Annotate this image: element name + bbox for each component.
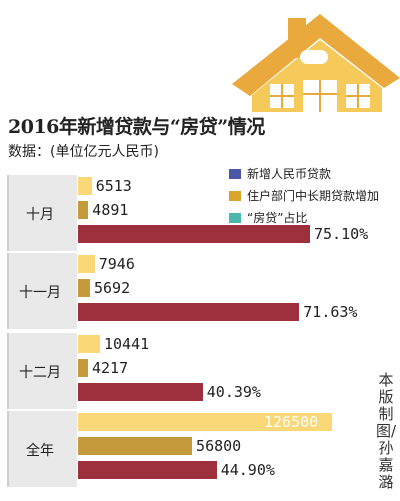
data-label-household-loans: 5692 (93, 279, 131, 297)
legend-swatch-share (229, 213, 241, 223)
legend-label-household-loans: 住户部门中长期贷款增加 (247, 189, 380, 203)
category-panel (7, 175, 77, 251)
category-label: 十一月 (19, 285, 61, 301)
data-label-share: 75.10% (314, 225, 369, 243)
bar-share (78, 383, 203, 401)
category-panel (7, 411, 77, 487)
chart-title: 2016年新增贷款与“房贷”情况 (8, 116, 265, 138)
chart-subtitle: 数据：(单位亿元人民币) (8, 144, 159, 160)
data-label-household-loans: 4217 (92, 359, 129, 377)
data-label-share: 44.90% (220, 461, 275, 479)
legend-label-new-loans: 新增人民币贷款 (247, 167, 332, 181)
legend-swatch-household-loans (229, 191, 241, 201)
house-roof (232, 14, 400, 96)
data-label-new-loans: 126500 (264, 413, 319, 431)
data-label-household-loans: 4891 (92, 201, 129, 219)
legend-swatch-new-loans (229, 169, 241, 179)
bar-share (78, 461, 217, 479)
bar-household-loans (78, 359, 88, 377)
credit-text: 本版制图/孙嘉潞 (376, 371, 397, 491)
bar-household-loans (78, 437, 192, 455)
category-label: 十月 (26, 207, 54, 223)
bar-new-loans (78, 255, 95, 273)
bar-new-loans (78, 413, 332, 431)
bar-household-loans (78, 279, 90, 297)
bar-new-loans (78, 335, 100, 353)
house-illustration (232, 14, 400, 112)
category-label: 全年 (26, 443, 54, 459)
legend-item-new-loans: 新增人民币贷款 (229, 164, 399, 186)
bar-share (78, 225, 310, 243)
legend-item-household-loans: 住户部门中长期贷款增加 (229, 186, 399, 208)
category-panel (7, 333, 77, 409)
legend: 新增人民币贷款 住户部门中长期贷款增加 “房贷”占比 (229, 164, 399, 230)
data-label-share: 71.63% (303, 303, 358, 321)
category-panel (7, 253, 77, 329)
data-label-new-loans: 10441 (104, 335, 150, 353)
bar-share (78, 303, 299, 321)
data-label-share: 40.39% (206, 383, 261, 401)
bar-new-loans (78, 177, 92, 195)
bar-household-loans (78, 201, 88, 219)
data-label-household-loans: 56800 (196, 437, 242, 455)
data-label-new-loans: 6513 (95, 177, 132, 195)
legend-label-share: “房贷”占比 (247, 211, 308, 225)
data-label-new-loans: 7946 (98, 255, 135, 273)
category-label: 十二月 (19, 365, 61, 381)
legend-item-share: “房贷”占比 (229, 208, 399, 230)
house-round-window (300, 50, 328, 64)
